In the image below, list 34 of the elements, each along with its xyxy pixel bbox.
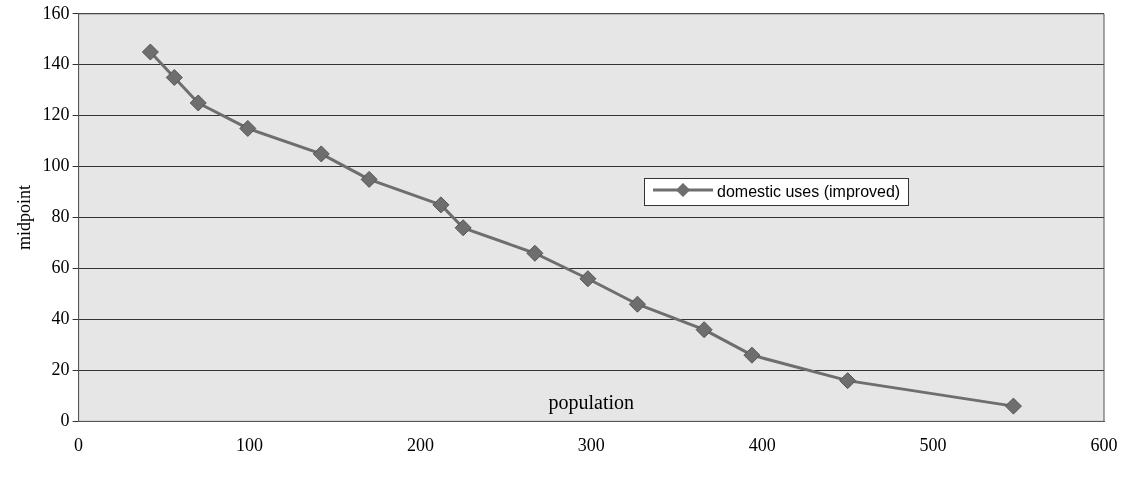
point [432, 196, 450, 214]
x-tick-label: 200 [406, 434, 434, 455]
point [1004, 397, 1022, 415]
x-axis-title: population [548, 390, 635, 414]
y-tick-label: 160 [42, 2, 70, 23]
x-tick-label: 600 [1090, 434, 1118, 455]
point [526, 244, 544, 262]
y-tick-label: 40 [51, 308, 70, 329]
point [695, 321, 713, 339]
y-tick-label: 0 [60, 410, 70, 431]
point [141, 43, 159, 61]
point [628, 295, 646, 313]
point [165, 68, 183, 86]
point [743, 346, 761, 364]
y-tick-label: 80 [51, 206, 70, 227]
point [239, 119, 257, 137]
point [839, 372, 857, 390]
x-tick-label: 100 [236, 434, 263, 455]
point [454, 219, 472, 237]
x-tick-label: 0 [74, 434, 84, 455]
y-tick-label: 120 [42, 104, 70, 125]
y-tick-label: 140 [42, 53, 70, 74]
point [312, 145, 330, 163]
y-tick-label: 20 [51, 359, 70, 380]
x-tick-label: 400 [748, 434, 776, 455]
point [189, 94, 207, 112]
x-tick-label: 500 [919, 434, 947, 455]
legend-label: domestic uses (improved) [717, 182, 901, 201]
y-tick-label: 100 [42, 155, 70, 176]
y-axis-title: midpoint [13, 185, 34, 251]
x-tick-label: 300 [577, 434, 605, 455]
point [579, 270, 597, 288]
point [360, 170, 378, 188]
y-tick-label: 60 [51, 257, 70, 278]
